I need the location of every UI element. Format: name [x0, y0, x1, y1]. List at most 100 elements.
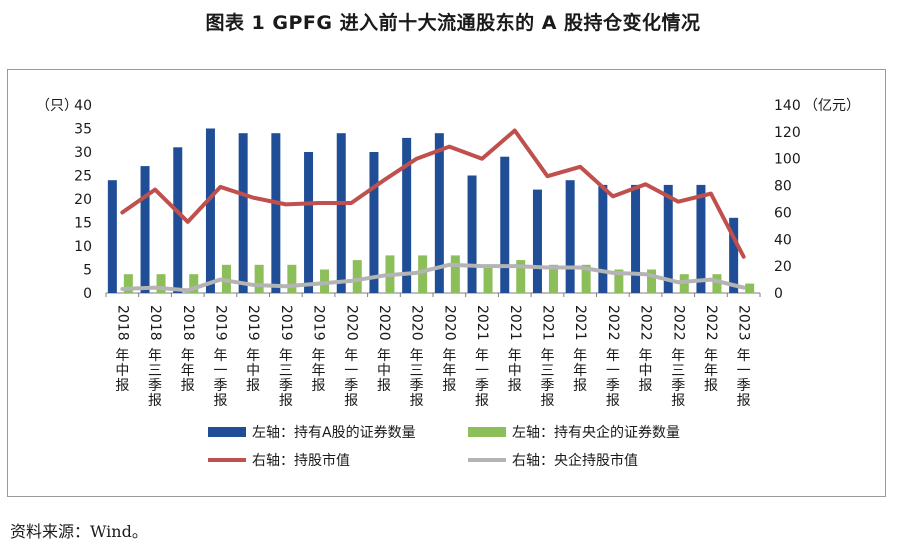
x-axis-category-year: 2018 — [180, 305, 196, 341]
bar-a-share-count — [304, 152, 314, 293]
x-axis-category-char: 报 — [312, 378, 326, 394]
right-axis-tick-label: 40 — [774, 232, 792, 248]
left-axis-tick-label: 20 — [74, 192, 92, 208]
x-axis-category-char: 年 — [148, 348, 162, 364]
x-axis-category-char: 中 — [246, 363, 260, 379]
x-axis-category-char: 报 — [246, 378, 260, 394]
x-axis-category-char: 年 — [737, 348, 751, 364]
bar-a-share-count — [598, 184, 608, 293]
bar-a-share-count — [107, 180, 117, 293]
bar-a-share-count — [696, 184, 706, 293]
bar-a-share-count — [271, 133, 281, 293]
bar-soe-count — [450, 255, 460, 293]
x-axis-category-char: 年 — [312, 348, 326, 364]
line-holding-value — [120, 128, 746, 259]
bar-soe-count — [548, 264, 558, 293]
left-axis-tick-label: 10 — [74, 239, 92, 255]
x-axis-category-year: 2021 — [474, 305, 490, 341]
x-axis-category-year: 2019 — [245, 305, 261, 341]
bar-soe-count — [352, 260, 362, 293]
right-axis-tick-label: 60 — [774, 205, 792, 221]
bar-a-share-count — [173, 147, 183, 293]
bar-soe-count — [156, 274, 166, 293]
x-axis-category-char: 报 — [344, 393, 358, 409]
right-axis-unit: （亿元） — [804, 98, 860, 114]
source-note: 资料来源：Wind。 — [10, 522, 148, 541]
x-axis-category-char: 季 — [344, 378, 358, 394]
bar-a-share-count — [434, 133, 444, 293]
x-axis-category-char: 年 — [508, 348, 522, 364]
x-axis-category-char: 中 — [377, 363, 391, 379]
x-axis-category-char: 年 — [312, 363, 326, 379]
x-axis-category-char: 年 — [573, 363, 587, 379]
left-axis-tick-label: 25 — [74, 169, 92, 185]
x-axis-category-year: 2022 — [703, 305, 719, 341]
x-axis-category-char: 年 — [639, 348, 653, 364]
x-axis-category-char: 年 — [181, 348, 195, 364]
x-axis-category-year: 2023 — [736, 305, 752, 341]
x-axis-category-char: 一 — [737, 363, 751, 379]
x-axis-category-char: 报 — [181, 378, 195, 394]
x-axis-category-year: 2019 — [311, 305, 327, 341]
right-axis-tick-label: 0 — [774, 286, 783, 302]
x-axis-category-year: 2020 — [343, 305, 359, 341]
legend-label: 右轴：央企持股市值 — [512, 452, 638, 469]
x-axis-category-char: 报 — [442, 378, 456, 394]
x-axis-category-year: 2021 — [572, 305, 588, 341]
x-axis-category-year: 2021 — [539, 305, 555, 341]
x-axis-category-char: 季 — [606, 378, 620, 394]
right-axis-tick-label: 100 — [774, 152, 801, 168]
x-axis-category-char: 年 — [181, 363, 195, 379]
left-axis-tick-label: 0 — [83, 286, 92, 302]
x-axis-category-year: 2022 — [670, 305, 686, 341]
x-axis-category-char: 季 — [737, 378, 751, 394]
bar-soe-count — [254, 264, 264, 293]
x-axis-category-char: 报 — [639, 378, 653, 394]
x-axis-category-char: 年 — [246, 348, 260, 364]
x-axis-category-year: 2020 — [376, 305, 392, 341]
bar-a-share-count — [140, 166, 150, 293]
bar-a-share-count — [500, 156, 510, 293]
left-axis-tick-label: 15 — [74, 216, 92, 232]
right-axis-tick-label: 140 — [774, 98, 801, 114]
x-axis-category-char: 季 — [410, 378, 424, 394]
bar-soe-count — [581, 264, 591, 293]
x-axis-category-char: 季 — [475, 378, 489, 394]
x-axis-category-char: 三 — [148, 363, 162, 379]
x-axis-category-char: 报 — [671, 393, 685, 409]
bar-a-share-count — [565, 180, 575, 293]
x-axis-category-year: 2020 — [409, 305, 425, 341]
bar-soe-count — [189, 274, 199, 293]
bar-soe-count — [418, 255, 428, 293]
x-axis-category-char: 报 — [704, 378, 718, 394]
bar-soe-count — [745, 283, 755, 293]
x-axis-category-year: 2019 — [278, 305, 294, 341]
legend-swatch — [208, 427, 246, 437]
legend-label: 左轴：持有A股的证券数量 — [252, 425, 416, 441]
x-axis-category-char: 报 — [115, 378, 129, 394]
bars-layer — [107, 128, 755, 293]
x-axis-category-char: 报 — [508, 378, 522, 394]
bar-soe-count — [483, 264, 493, 293]
x-axis-category-char: 季 — [148, 378, 162, 394]
x-axis-category-char: 年 — [573, 348, 587, 364]
x-axis-category-char: 中 — [508, 363, 522, 379]
x-axis-category-char: 报 — [573, 378, 587, 394]
line-soe-holding-value — [120, 262, 746, 293]
x-axis-category-char: 季 — [540, 378, 554, 394]
x-axis-category-char: 一 — [475, 363, 489, 379]
legend-swatch — [468, 427, 506, 437]
bar-soe-count — [614, 269, 624, 293]
x-axis-category-char: 报 — [737, 393, 751, 409]
x-axis-category-char: 一 — [344, 363, 358, 379]
bar-soe-count — [712, 274, 722, 293]
x-axis-category-year: 2018 — [147, 305, 163, 341]
bar-soe-count — [516, 260, 526, 293]
x-axis-category-char: 年 — [377, 348, 391, 364]
x-axis-category-char: 季 — [671, 378, 685, 394]
x-axis-category-char: 中 — [115, 363, 129, 379]
x-axis-category-year: 2022 — [605, 305, 621, 341]
bar-a-share-count — [729, 217, 739, 293]
